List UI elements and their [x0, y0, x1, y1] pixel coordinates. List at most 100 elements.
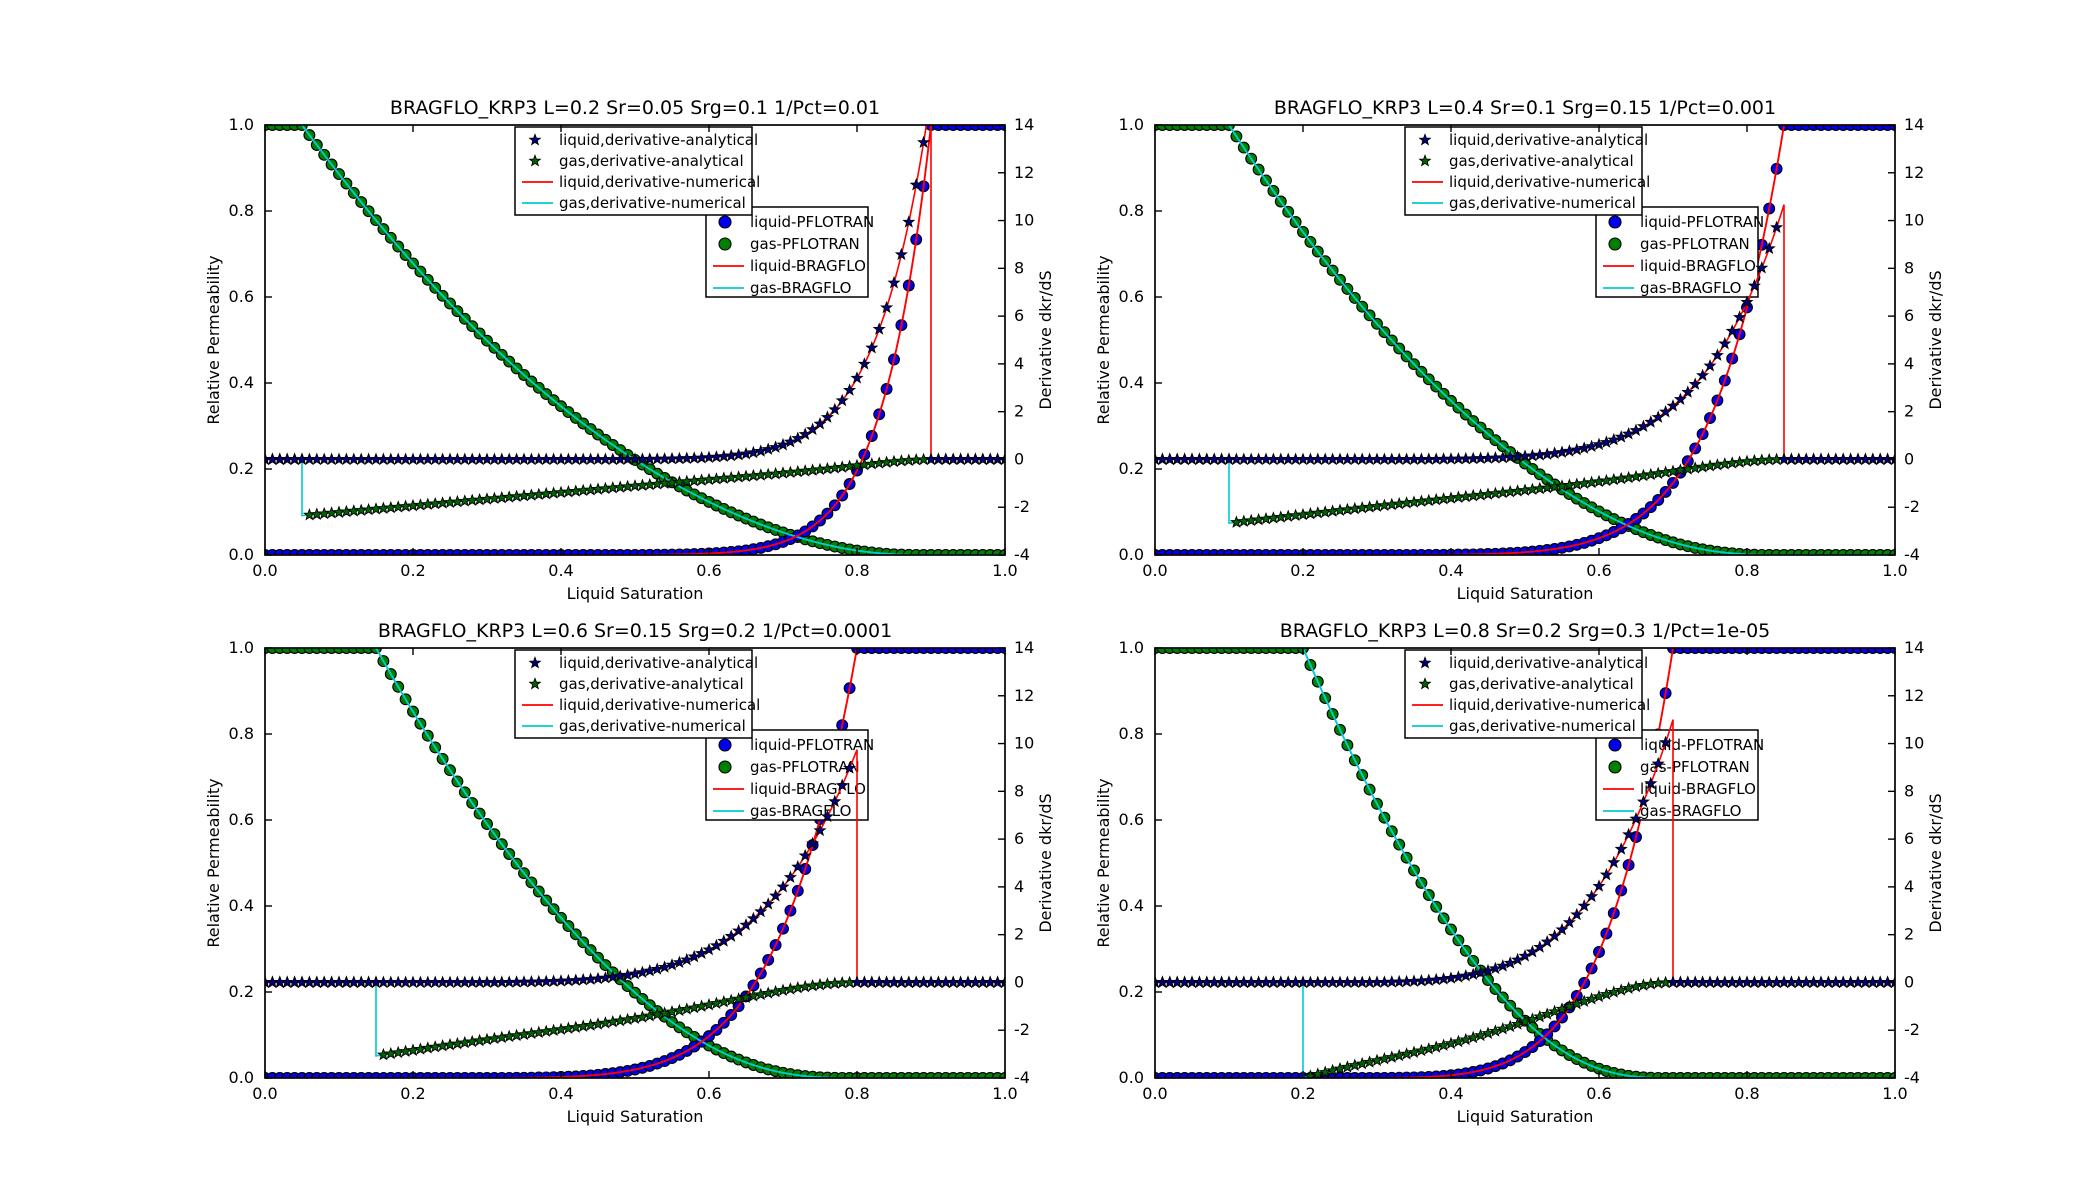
- y-right-tick-label: 6: [1904, 306, 1914, 325]
- gas-derivative-star: [1437, 492, 1451, 505]
- legend-item: liquid-BRAGFLO: [713, 780, 866, 798]
- liquid-derivative-star: [702, 942, 716, 956]
- y-right-tick-label: 0: [1014, 972, 1024, 991]
- legend-item: gas,derivative-analytical: [528, 675, 744, 693]
- circle-icon: [1608, 760, 1622, 774]
- liquid-derivative-star: [739, 447, 753, 460]
- liquid-derivative-star: [665, 958, 679, 971]
- liquid-derivative-star: [769, 440, 783, 453]
- gas-derivative-star: [384, 1046, 398, 1060]
- x-tick-label: 0.0: [252, 1084, 277, 1103]
- legend-item: gas-BRAGFLO: [1603, 802, 1741, 820]
- gas-derivative-star: [1622, 470, 1636, 484]
- liquid-derivative-star: [798, 427, 812, 440]
- gas-derivative-star: [428, 1040, 442, 1053]
- x-tick-label: 0.8: [844, 1084, 869, 1103]
- gas-derivative-star: [1422, 493, 1436, 507]
- gas-derivative-star: [1607, 472, 1621, 486]
- y-left-tick-label: 0.6: [229, 287, 254, 306]
- y-right-tick-label: 10: [1904, 734, 1924, 753]
- gas-derivative-star: [1466, 488, 1480, 502]
- gas-derivative-star: [539, 1024, 553, 1038]
- liquid-derivative-star: [1488, 961, 1502, 975]
- y-right-tick-label: 6: [1014, 306, 1024, 325]
- legend-item: gas-PFLOTRAN: [1608, 235, 1750, 253]
- legend-permeability: liquid-PFLOTRAN gas-PFLOTRAN liquid-BRAGFL…: [705, 729, 874, 821]
- gas-derivative-star: [1400, 496, 1414, 509]
- legend-box: [705, 206, 869, 298]
- legend-item: gas,derivative-numerical: [1412, 194, 1636, 212]
- legend-derivative: liquid,derivative-analytical gas,derivati…: [1404, 649, 1650, 739]
- liquid-derivative-star: [1733, 310, 1747, 323]
- series-liquid-derivative-analytical: [1155, 220, 1895, 466]
- y-left-tick-label: 0.8: [229, 201, 254, 220]
- liquid-derivative-star: [894, 247, 908, 261]
- y-left-tick-label: 0.4: [1119, 896, 1144, 915]
- circle-icon: [718, 237, 732, 251]
- gas-derivative-star: [1377, 498, 1391, 512]
- axes-frame: [264, 124, 1006, 556]
- y-right-tick-label: 2: [1014, 402, 1024, 421]
- gas-derivative-star: [1696, 460, 1710, 473]
- liquid-derivative-star: [1496, 959, 1510, 972]
- gas-derivative-star: [1659, 465, 1673, 479]
- legend-item: liquid,derivative-analytical: [1418, 131, 1648, 149]
- y-left-tick-label: 0.4: [1119, 373, 1144, 392]
- y-left-tick-label: 0.6: [229, 810, 254, 829]
- gas-derivative-star: [1592, 989, 1606, 1003]
- y-right-tick-label: 2: [1904, 402, 1914, 421]
- gas-derivative-star: [1533, 481, 1547, 495]
- gas-derivative-star: [1444, 491, 1458, 504]
- gas-derivative-star: [820, 461, 834, 475]
- legend-item-label: gas,derivative-analytical: [559, 675, 744, 693]
- liquid-derivative-star: [1511, 952, 1525, 966]
- gas-derivative-star: [458, 1035, 472, 1049]
- gas-derivative-star: [1244, 513, 1258, 527]
- liquid-derivative-star: [746, 911, 760, 925]
- gas-derivative-star: [1274, 510, 1288, 523]
- y-right-tick-label: 10: [1014, 734, 1034, 753]
- legend-item-label: liquid-PFLOTRAN: [750, 213, 874, 231]
- gas-derivative-star: [791, 981, 805, 994]
- x-tick-label: 0.0: [252, 561, 277, 580]
- y-right-tick-label: 14: [1904, 115, 1924, 134]
- gas-derivative-star: [1629, 469, 1643, 483]
- legend-item-label: gas-PFLOTRAN: [1640, 758, 1750, 776]
- y-axis-left-label: Relative Permeability: [1094, 778, 1113, 947]
- gas-derivative-star: [480, 492, 494, 505]
- gas-derivative-star: [1281, 509, 1295, 522]
- liquid-derivative-star: [1636, 795, 1650, 808]
- liquid-derivative-star: [1592, 879, 1606, 892]
- legend-item-label: gas-PFLOTRAN: [750, 235, 860, 253]
- liquid-derivative-star: [798, 848, 812, 862]
- gas-derivative-star: [1710, 458, 1724, 471]
- legend-item-label: liquid-PFLOTRAN: [1640, 736, 1764, 754]
- liquid-derivative-star: [672, 955, 686, 969]
- legend-derivative: liquid,derivative-analytical gas,derivati…: [1404, 126, 1650, 216]
- liquid-derivative-star: [783, 870, 797, 883]
- star-icon: [1418, 677, 1432, 690]
- derivative-layer: [265, 125, 1005, 521]
- liquid-derivative-star: [1577, 899, 1591, 912]
- legend-derivative: liquid,derivative-analytical gas,derivati…: [514, 649, 760, 739]
- y-left-tick-label: 0.8: [1119, 201, 1144, 220]
- gas-derivative-star: [1496, 1022, 1510, 1035]
- gas-derivative-star: [487, 1031, 501, 1045]
- y-left-tick-label: 1.0: [1119, 638, 1144, 657]
- liquid-derivative-star: [820, 809, 834, 823]
- liquid-derivative-star: [1525, 448, 1539, 462]
- legend-item: liquid,derivative-numerical: [1412, 173, 1650, 191]
- liquid-derivative-star: [835, 778, 849, 791]
- liquid-derivative-star: [813, 823, 827, 837]
- y-right-tick-label: 14: [1014, 638, 1034, 657]
- gas-derivative-star: [547, 486, 561, 499]
- gas-derivative-star: [450, 494, 464, 508]
- gas-derivative-star: [524, 1026, 538, 1040]
- x-axis-label: Liquid Saturation: [567, 584, 704, 603]
- gas-derivative-star: [1259, 512, 1273, 525]
- liquid-derivative-star: [1629, 423, 1643, 436]
- gas-derivative-star: [1740, 454, 1754, 468]
- legend-item-label: liquid-BRAGFLO: [1640, 780, 1756, 798]
- legend-item-label: liquid,derivative-analytical: [559, 131, 758, 149]
- gas-derivative-star: [561, 1021, 575, 1034]
